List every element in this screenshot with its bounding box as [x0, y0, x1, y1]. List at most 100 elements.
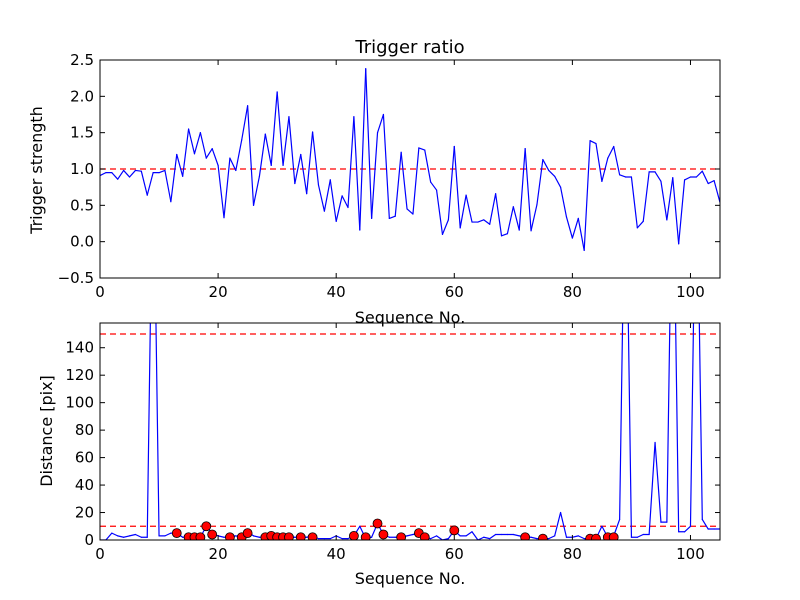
bottom-y-axis-label: Distance [pix] [37, 375, 56, 487]
top-series-segment [542, 158, 550, 172]
bottom-series-segment [554, 511, 562, 537]
bottom-marker-point [537, 533, 548, 540]
bottom-y-tick-label: 20 [75, 504, 94, 522]
top-series-segment [660, 180, 668, 221]
bottom-series-segment [666, 323, 671, 523]
bottom-series-segment [571, 535, 579, 538]
bottom-series-segment [164, 532, 172, 537]
top-series-segment [554, 175, 562, 188]
top-series-segment [447, 145, 455, 221]
top-series-segment [589, 140, 597, 145]
top-series-segment [683, 176, 692, 181]
bottom-y-tick-label: 0 [84, 531, 94, 549]
bottom-y-tick-label: 140 [65, 339, 94, 357]
top-series-segment [441, 219, 449, 235]
bottom-series-segment [636, 533, 644, 538]
bottom-x-tick-label: 100 [676, 545, 705, 563]
bottom-series-segment [111, 532, 119, 537]
top-y-tick-label: 1.0 [70, 160, 94, 178]
top-series-segment [311, 131, 320, 186]
bottom-series-segment [559, 511, 568, 538]
top-series-segment [524, 148, 532, 232]
bottom-series-segment [530, 536, 538, 540]
top-series-segment [559, 186, 568, 218]
bottom-y-tick-label: 60 [75, 449, 94, 467]
top-series-segment [235, 139, 243, 172]
bottom-marker-point [195, 532, 206, 540]
top-series-segment [317, 184, 325, 212]
top-series-segment [536, 158, 544, 206]
bottom-series-segment [146, 323, 151, 538]
top-series-segment [140, 170, 148, 196]
top-series-segment [347, 116, 355, 209]
top-series-segment [394, 151, 402, 217]
top-series-segment [701, 170, 709, 185]
top-series-segment [229, 157, 237, 172]
top-x-tick-label: 60 [445, 283, 464, 301]
top-series-segment [613, 145, 621, 176]
top-series-segment [335, 195, 343, 222]
top-series-segment [642, 171, 650, 222]
top-y-axis-label: Trigger strength [27, 106, 46, 235]
top-plot-area [100, 68, 720, 251]
top-series-segment [388, 215, 396, 220]
top-series-segment [294, 153, 302, 185]
bottom-series-segment [430, 535, 438, 540]
bottom-x-tick-label: 20 [209, 545, 228, 563]
top-series-segment [211, 148, 219, 166]
bottom-axes-frame [99, 322, 721, 541]
bottom-series-segment [648, 441, 656, 536]
top-series-segment [365, 68, 373, 220]
top-series-segment [654, 171, 662, 182]
bottom-marker-point [419, 532, 430, 540]
bottom-marker-point [372, 518, 383, 529]
bottom-x-axis-label: Sequence No. [355, 569, 466, 588]
top-series-segment [187, 128, 196, 155]
top-series-segment [465, 194, 473, 223]
bottom-marker-point [307, 532, 318, 540]
top-series-segment [583, 140, 591, 251]
bottom-series-segment [134, 533, 142, 538]
top-series-segment [565, 216, 573, 239]
top-y-tick-label: 2.5 [70, 51, 94, 69]
bottom-marker-point [225, 532, 235, 540]
top-series-segment [205, 148, 213, 159]
bottom-series-segment [698, 323, 703, 520]
top-series-segment [117, 169, 125, 180]
top-series-segment [713, 180, 720, 204]
top-x-tick-label: 20 [209, 283, 228, 301]
top-x-tick-label: 100 [676, 283, 705, 301]
bottom-marker-point [378, 529, 389, 540]
top-series-segment [288, 116, 296, 185]
bottom-series-segment [217, 535, 225, 538]
top-series-segment [577, 217, 585, 251]
top-series-segment [182, 128, 190, 177]
top-series-segment [601, 157, 609, 182]
bottom-series-segment [406, 533, 414, 537]
top-series-segment [518, 148, 526, 231]
top-series-segment [193, 132, 201, 155]
top-series-segment [506, 206, 514, 235]
bottom-marker-point [349, 530, 359, 540]
top-series-segment [158, 169, 166, 174]
top-series-segment [128, 169, 137, 178]
top-x-tick-label: 0 [95, 283, 105, 301]
top-y-tick-label: −0.5 [58, 269, 94, 287]
bottom-marker-point [360, 532, 371, 540]
bottom-series-segment [252, 535, 261, 538]
top-series-segment [123, 169, 131, 178]
top-series-segment [276, 91, 284, 166]
top-series-segment [258, 133, 266, 177]
bottom-marker-point [520, 532, 531, 540]
top-series-segment [252, 175, 261, 206]
bottom-y-tick-label: 100 [65, 394, 94, 412]
bottom-marker-point [591, 533, 601, 540]
top-y-tick-label: 2.0 [70, 87, 94, 105]
top-series-segment [199, 132, 207, 159]
bottom-series-segment [128, 533, 137, 537]
bottom-series-segment [512, 533, 520, 537]
bottom-series-segment [471, 531, 479, 540]
top-series-segment [382, 113, 390, 220]
top-series-segment [672, 177, 680, 245]
